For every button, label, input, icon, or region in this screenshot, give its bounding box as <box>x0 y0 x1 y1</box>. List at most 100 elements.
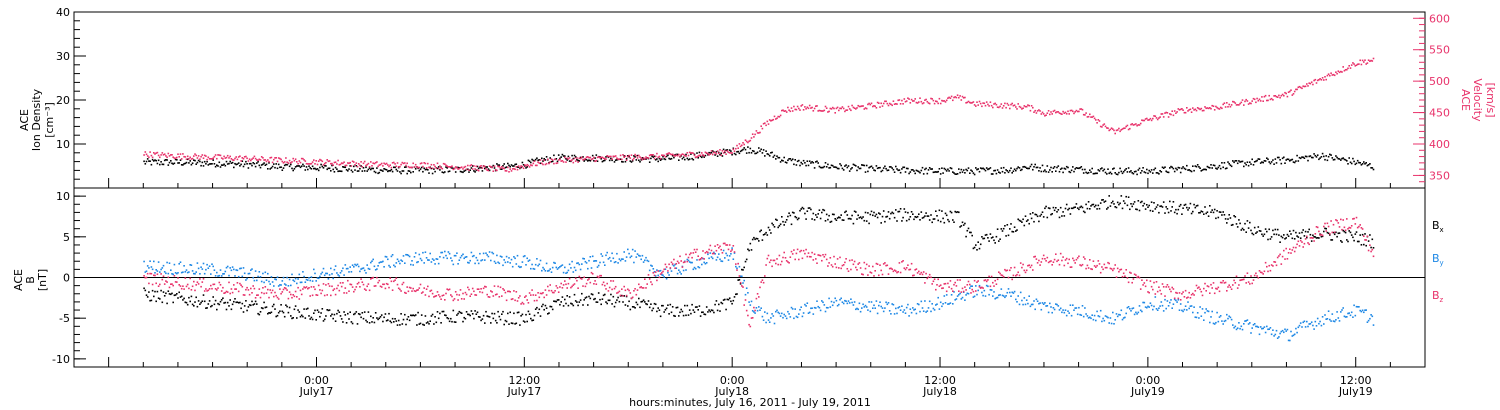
density-point <box>539 162 542 165</box>
by-point <box>1323 323 1325 325</box>
velocity-point <box>397 166 400 168</box>
bx-point <box>760 229 762 232</box>
by-point <box>172 273 174 276</box>
by-point <box>1249 322 1251 324</box>
bz-point <box>669 267 672 269</box>
bx-point <box>405 323 407 326</box>
bz-point <box>948 286 950 288</box>
velocity-point <box>1284 91 1286 94</box>
bx-point <box>363 311 366 313</box>
bx-point <box>1068 207 1070 210</box>
bx-point <box>273 303 275 306</box>
velocity-point <box>1165 111 1167 114</box>
density-point <box>1325 155 1327 157</box>
velocity-point <box>761 127 764 130</box>
velocity-point <box>418 166 421 169</box>
velocity-point <box>537 161 539 163</box>
by-point <box>516 254 519 257</box>
velocity-point <box>896 103 898 105</box>
bx-point <box>1330 239 1332 241</box>
by-point <box>1289 339 1291 342</box>
velocity-point <box>836 106 839 109</box>
velocity-point <box>539 159 542 161</box>
bz-point <box>520 303 522 305</box>
velocity-point <box>635 155 638 157</box>
by-point <box>1312 324 1314 327</box>
bx-point <box>718 303 720 306</box>
bz-point <box>945 290 948 293</box>
density-point <box>222 164 224 166</box>
bx-point <box>189 300 191 303</box>
by-point <box>259 276 262 278</box>
velocity-point <box>504 170 507 172</box>
by-point <box>270 276 273 278</box>
velocity-point <box>1350 64 1353 66</box>
bz-point <box>354 288 356 291</box>
velocity-point <box>258 158 261 161</box>
velocity-point <box>168 155 171 157</box>
bx-point <box>1358 240 1360 243</box>
by-point <box>995 297 998 299</box>
velocity-point <box>400 163 402 166</box>
bx-point <box>492 317 495 320</box>
bz-point <box>304 287 307 289</box>
bz-point <box>618 290 621 293</box>
by-point <box>1228 315 1230 318</box>
velocity-point <box>664 156 667 158</box>
density-point <box>1255 160 1257 163</box>
density-point <box>1240 160 1243 163</box>
density-point <box>1000 167 1003 169</box>
velocity-point <box>428 166 430 169</box>
bz-point <box>213 283 216 286</box>
velocity-point <box>508 171 510 173</box>
bx-point <box>376 317 378 319</box>
bz-point <box>675 263 678 265</box>
bx-point <box>1158 211 1160 214</box>
bx-point <box>1315 237 1318 239</box>
by-point <box>1053 308 1056 311</box>
bx-point <box>191 303 194 306</box>
velocity-point <box>570 159 572 162</box>
bx-point <box>953 221 955 223</box>
bx-point <box>1257 226 1260 228</box>
by-point <box>223 273 225 275</box>
by-point <box>794 308 796 310</box>
bx-point <box>993 239 995 242</box>
bz-point <box>314 288 316 291</box>
velocity-point <box>919 97 921 99</box>
bx-point <box>1138 209 1141 212</box>
velocity-point <box>1245 98 1247 101</box>
bz-point <box>635 293 638 296</box>
density-point <box>844 165 846 167</box>
bx-point <box>1176 212 1178 215</box>
bz-point <box>926 277 929 280</box>
by-point <box>1244 320 1246 322</box>
velocity-point <box>725 153 727 155</box>
by-point <box>1346 316 1348 318</box>
velocity-point <box>342 162 344 165</box>
velocity-point <box>1084 114 1086 116</box>
by-point <box>781 312 783 315</box>
bx-point <box>996 228 999 230</box>
bx-point <box>1074 206 1076 208</box>
density-point <box>1133 170 1136 173</box>
bz-point <box>833 255 835 258</box>
velocity-point <box>527 164 530 167</box>
velocity-point <box>856 107 858 109</box>
velocity-point <box>1103 123 1106 125</box>
by-point <box>420 259 423 262</box>
by-point <box>1241 328 1244 331</box>
bx-point <box>292 317 294 319</box>
velocity-point <box>1035 112 1038 114</box>
by-point <box>391 254 394 256</box>
bx-point <box>765 231 767 234</box>
bx-point <box>531 319 533 322</box>
density-point <box>1152 172 1154 174</box>
velocity-point <box>651 154 653 156</box>
bx-point <box>1061 215 1063 217</box>
velocity-point <box>962 97 965 99</box>
by-point <box>1337 317 1340 319</box>
density-point <box>804 162 806 164</box>
density-point <box>1290 159 1292 161</box>
density-point <box>337 170 339 173</box>
